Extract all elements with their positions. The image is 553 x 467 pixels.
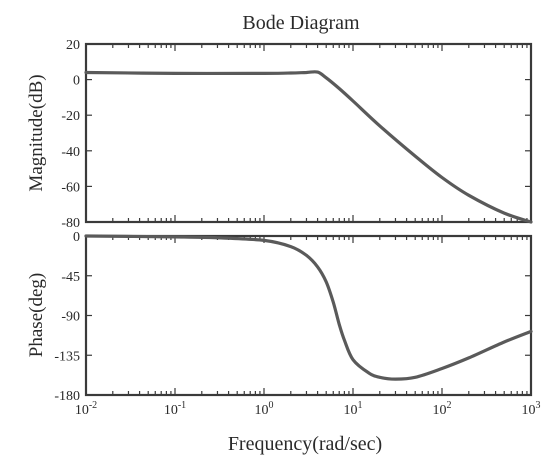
phase-x-ticks	[85, 236, 532, 395]
magnitude-x-ticks	[85, 44, 532, 222]
magnitude-y-tick-label: 0	[73, 74, 80, 89]
magnitude-y-tick-label: -80	[61, 216, 80, 231]
x-tick-label: 102	[433, 400, 452, 418]
x-tick-exponent: -1	[178, 400, 186, 411]
chart-title: Bode Diagram	[242, 12, 360, 34]
x-tick-label: 10-2	[75, 400, 97, 418]
x-tick-exponent: -2	[89, 400, 97, 411]
x-tick-label: 100	[255, 400, 274, 418]
phase-y-tick-label: -135	[54, 349, 80, 364]
x-axis-label: Frequency(rad/sec)	[228, 433, 382, 455]
phase-panel: 0 -45 -90 -135 -180 Phase(deg)	[26, 230, 533, 404]
x-tick-base: 10	[164, 403, 178, 418]
x-tick-base: 10	[433, 403, 447, 418]
phase-y-tick-label: -90	[61, 310, 80, 325]
magnitude-y-tick-label: -20	[61, 109, 80, 124]
x-tick-base: 10	[522, 403, 536, 418]
x-tick-base: 10	[344, 403, 358, 418]
magnitude-panel: 20 0 -20 -40 -60 -80 Magnitude(dB)	[26, 38, 533, 231]
magnitude-series-line	[84, 70, 533, 224]
phase-y-tick-label: -180	[54, 389, 80, 404]
x-tick-label: 103	[522, 400, 541, 418]
phase-axes-frame	[84, 234, 533, 397]
x-tick-labels: 10-2 10-1 100 101 102 103	[75, 400, 541, 418]
x-tick-base: 10	[75, 403, 89, 418]
phase-y-ticks: 0 -45 -90 -135 -180	[54, 230, 531, 404]
x-tick-exponent: 0	[269, 400, 274, 411]
magnitude-y-axis-label: Magnitude(dB)	[26, 74, 47, 191]
magnitude-y-ticks: 20 0 -20 -40 -60 -80	[61, 38, 531, 231]
x-tick-label: 10-1	[164, 400, 186, 418]
phase-series-line	[84, 234, 533, 381]
x-tick-exponent: 2	[447, 400, 452, 411]
phase-y-tick-label: -45	[61, 270, 80, 285]
x-tick-exponent: 3	[536, 400, 541, 411]
phase-y-tick-label: 0	[73, 230, 80, 245]
magnitude-y-tick-label: -40	[61, 145, 80, 160]
magnitude-y-tick-label: -60	[61, 180, 80, 195]
x-tick-exponent: 1	[358, 400, 363, 411]
phase-y-axis-label: Phase(deg)	[26, 273, 47, 357]
x-tick-base: 10	[255, 403, 269, 418]
magnitude-axes-frame	[84, 42, 533, 224]
magnitude-y-tick-label: 20	[66, 38, 80, 53]
x-tick-label: 101	[344, 400, 363, 418]
